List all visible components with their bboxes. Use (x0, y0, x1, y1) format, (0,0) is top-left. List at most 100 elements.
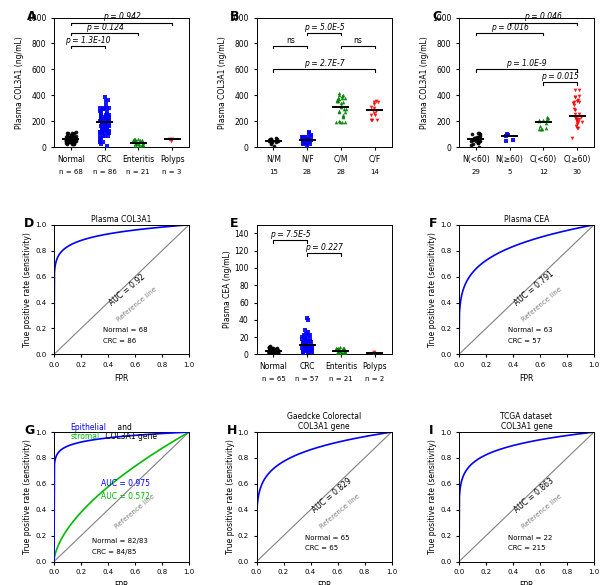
Point (61, 134, 71, 143)
Point (96, 133, 106, 142)
Text: 29: 29 (472, 169, 481, 175)
Point (298, 332, 307, 342)
Point (303, 315, 313, 325)
Point (97, 114, 106, 123)
Point (299, 134, 308, 143)
Text: 15: 15 (269, 169, 278, 175)
Text: p = 0.046: p = 0.046 (524, 12, 562, 22)
Text: Epithelial: Epithelial (70, 423, 106, 432)
Point (267, 345, 277, 354)
Point (98, 116, 108, 125)
Point (266, 345, 275, 354)
Point (268, 346, 277, 356)
Point (68, 136, 77, 145)
Point (536, 125, 546, 134)
Point (69, 135, 79, 144)
Point (305, 334, 315, 343)
Point (300, 346, 310, 355)
Text: p = 1.0E-9: p = 1.0E-9 (506, 59, 547, 68)
Point (65, 137, 74, 147)
Point (101, 123, 111, 133)
Point (104, 116, 113, 125)
Text: Normal = 82/83: Normal = 82/83 (92, 538, 148, 545)
Point (104, 120, 113, 129)
Point (164, 135, 174, 144)
Point (502, 129, 512, 139)
Point (265, 347, 275, 356)
Text: stromal: stromal (70, 432, 100, 441)
Point (338, 112, 348, 121)
Text: n = 68: n = 68 (59, 169, 83, 175)
Point (66, 137, 76, 147)
Point (104, 104, 114, 113)
Point (67, 130, 76, 140)
Text: p = 0.016: p = 0.016 (491, 23, 529, 32)
Point (300, 340, 310, 349)
Point (300, 325, 310, 335)
Point (340, 117, 350, 126)
Point (338, 110, 347, 119)
Point (65, 133, 74, 143)
Point (99, 104, 109, 113)
Text: p = 5.0E-5: p = 5.0E-5 (304, 23, 344, 32)
Point (103, 111, 112, 121)
Point (334, 345, 343, 354)
Text: AUC = 0.975: AUC = 0.975 (101, 480, 150, 488)
Point (101, 121, 110, 130)
Point (268, 346, 278, 356)
Point (271, 133, 280, 142)
Point (467, 129, 476, 139)
Point (264, 347, 274, 357)
Point (269, 141, 278, 150)
Point (370, 99, 379, 109)
Point (130, 136, 139, 146)
Point (269, 347, 279, 356)
Point (95, 136, 105, 145)
Point (474, 142, 484, 152)
Point (569, 104, 578, 113)
Point (332, 117, 341, 126)
Point (340, 343, 349, 353)
Point (266, 346, 276, 356)
Point (67, 140, 77, 149)
Point (61, 132, 71, 142)
Point (63, 136, 73, 145)
Point (338, 98, 347, 107)
Point (103, 127, 113, 136)
Point (269, 348, 278, 357)
Point (69, 133, 79, 143)
Point (100, 93, 110, 102)
Point (136, 142, 146, 152)
Point (137, 140, 147, 150)
Point (268, 348, 278, 357)
Point (338, 343, 348, 353)
Point (269, 345, 279, 355)
Text: ns: ns (286, 36, 295, 45)
X-axis label: FPR: FPR (115, 581, 128, 585)
Point (302, 344, 312, 353)
Point (367, 102, 376, 112)
Point (302, 346, 312, 356)
Point (298, 339, 308, 349)
Point (305, 343, 315, 353)
Point (62, 136, 71, 145)
Point (570, 92, 580, 102)
Point (96, 106, 106, 115)
Point (95, 128, 104, 137)
Text: CRC = 84/85: CRC = 84/85 (92, 549, 136, 555)
Point (266, 348, 275, 357)
Point (95, 131, 105, 140)
Point (130, 136, 139, 145)
Point (100, 132, 110, 141)
Point (62, 139, 71, 149)
Point (469, 134, 479, 143)
Point (64, 133, 73, 143)
Y-axis label: True positive rate (sensitivity): True positive rate (sensitivity) (23, 232, 32, 347)
Point (71, 135, 80, 144)
Point (70, 139, 79, 148)
Point (269, 346, 278, 356)
Text: Reference line: Reference line (116, 286, 158, 323)
Point (264, 348, 274, 357)
Text: p = 0.942: p = 0.942 (103, 12, 140, 22)
Point (307, 345, 316, 354)
